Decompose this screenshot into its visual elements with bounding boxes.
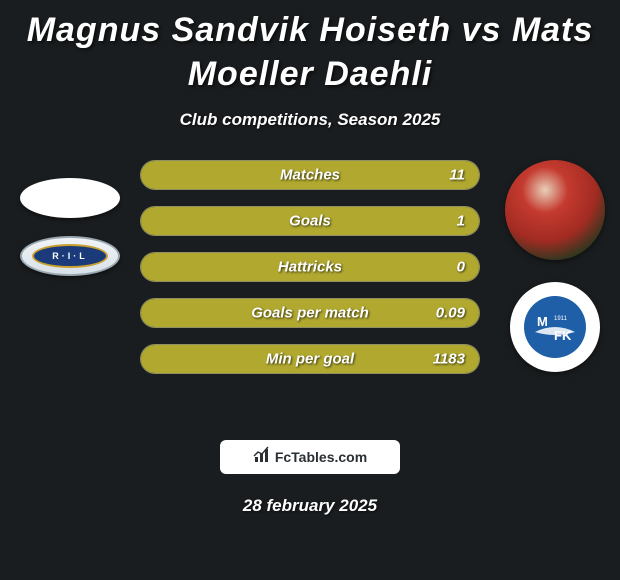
- stat-label: Hattricks: [141, 259, 479, 276]
- stat-value: 11: [449, 167, 465, 184]
- stat-label: Goals per match: [141, 305, 479, 322]
- right-player-photo: [505, 160, 605, 260]
- left-club-badge: [20, 236, 120, 276]
- stat-row: Hattricks0: [140, 252, 480, 282]
- chart-icon: [253, 446, 271, 469]
- brand-text: FcTables.com: [275, 449, 367, 465]
- right-club-badge-inner: M FK 1911: [524, 296, 586, 358]
- mfk-logo-icon: M FK 1911: [532, 304, 578, 350]
- stat-value: 1: [457, 213, 465, 230]
- stat-value: 0: [457, 259, 465, 276]
- svg-text:M: M: [537, 314, 548, 329]
- stat-value: 1183: [433, 351, 465, 368]
- subtitle: Club competitions, Season 2025: [0, 110, 620, 130]
- stat-row: Matches11: [140, 160, 480, 190]
- stats-bars: Matches11 Goals1 Hattricks0 Goals per match…: [140, 160, 480, 390]
- right-club-badge: M FK 1911: [510, 282, 600, 372]
- stat-label: Min per goal: [141, 351, 479, 368]
- stat-value: 0.09: [436, 305, 465, 322]
- left-top-badge: [20, 178, 120, 218]
- stat-label: Matches: [141, 167, 479, 184]
- badge-year: 1911: [554, 316, 568, 322]
- brand-badge[interactable]: FcTables.com: [220, 440, 400, 474]
- left-player-column: [10, 160, 130, 276]
- stat-label: Goals: [141, 213, 479, 230]
- stat-row: Min per goal1183: [140, 344, 480, 374]
- page-title: Magnus Sandvik Hoiseth vs Mats Moeller D…: [0, 0, 620, 96]
- stat-row: Goals per match0.09: [140, 298, 480, 328]
- stat-row: Goals1: [140, 206, 480, 236]
- right-player-column: M FK 1911: [500, 160, 610, 372]
- date-text: 28 february 2025: [0, 496, 620, 516]
- comparison-area: M FK 1911 Matches11 Goals1 Hattricks0 Goals…: [0, 160, 620, 420]
